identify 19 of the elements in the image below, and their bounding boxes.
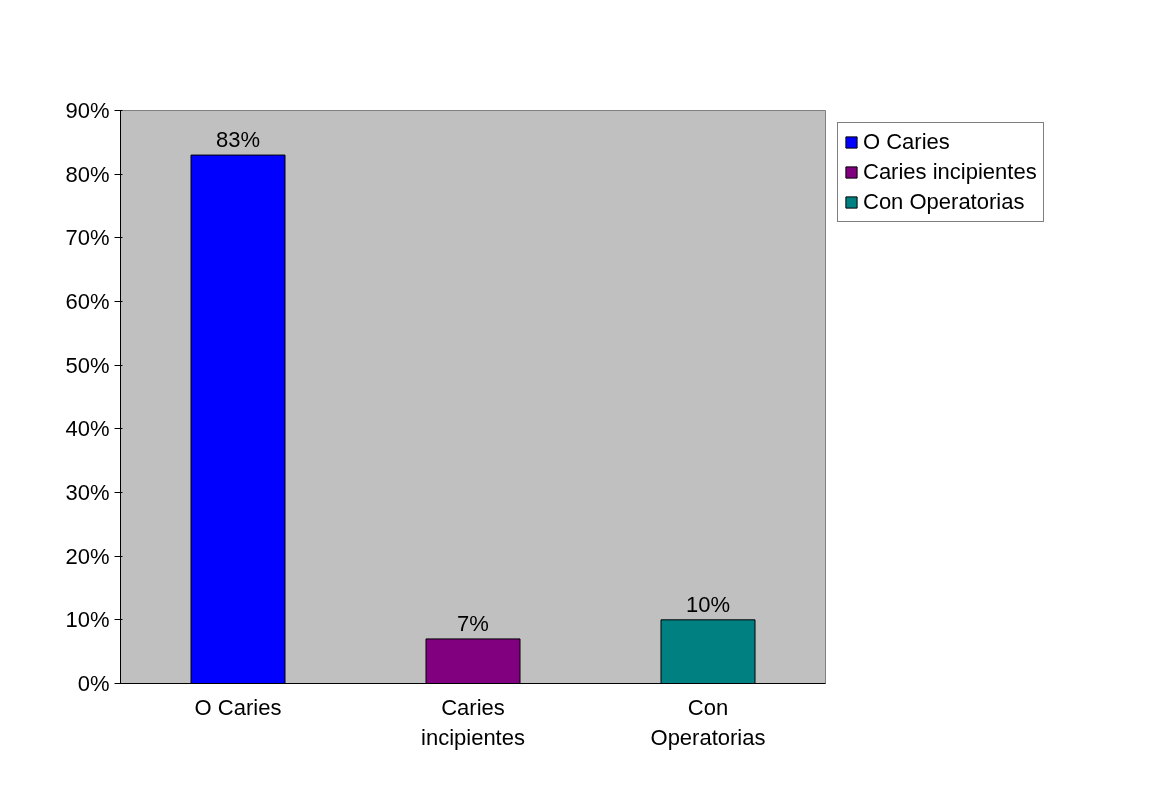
- data-label: 7%: [457, 610, 489, 636]
- y-tick-label: 20%: [65, 543, 110, 569]
- y-tick-label: 90%: [65, 98, 110, 123]
- y-tick-label: 60%: [65, 289, 110, 314]
- y-tick-label: 0%: [77, 671, 110, 696]
- y-tick-label: 50%: [65, 352, 110, 378]
- data-label: 83%: [215, 127, 261, 153]
- legend-label: Con Operatorias: [863, 189, 1025, 215]
- y-tick-label: 40%: [65, 416, 110, 442]
- x-tick-label: Con Operatorias: [650, 694, 766, 750]
- legend-label: Caries incipientes: [863, 159, 1037, 185]
- y-tick-label: 30%: [65, 480, 110, 505]
- legend-label: O Caries: [863, 129, 950, 155]
- data-label: 10%: [685, 591, 731, 617]
- y-tick-label: 80%: [65, 161, 110, 187]
- x-tick-label: O Caries: [194, 694, 282, 720]
- x-tick-label: Caries incipientes: [421, 694, 525, 750]
- y-tick-label: 70%: [65, 225, 110, 251]
- y-tick-label: 10%: [65, 607, 110, 633]
